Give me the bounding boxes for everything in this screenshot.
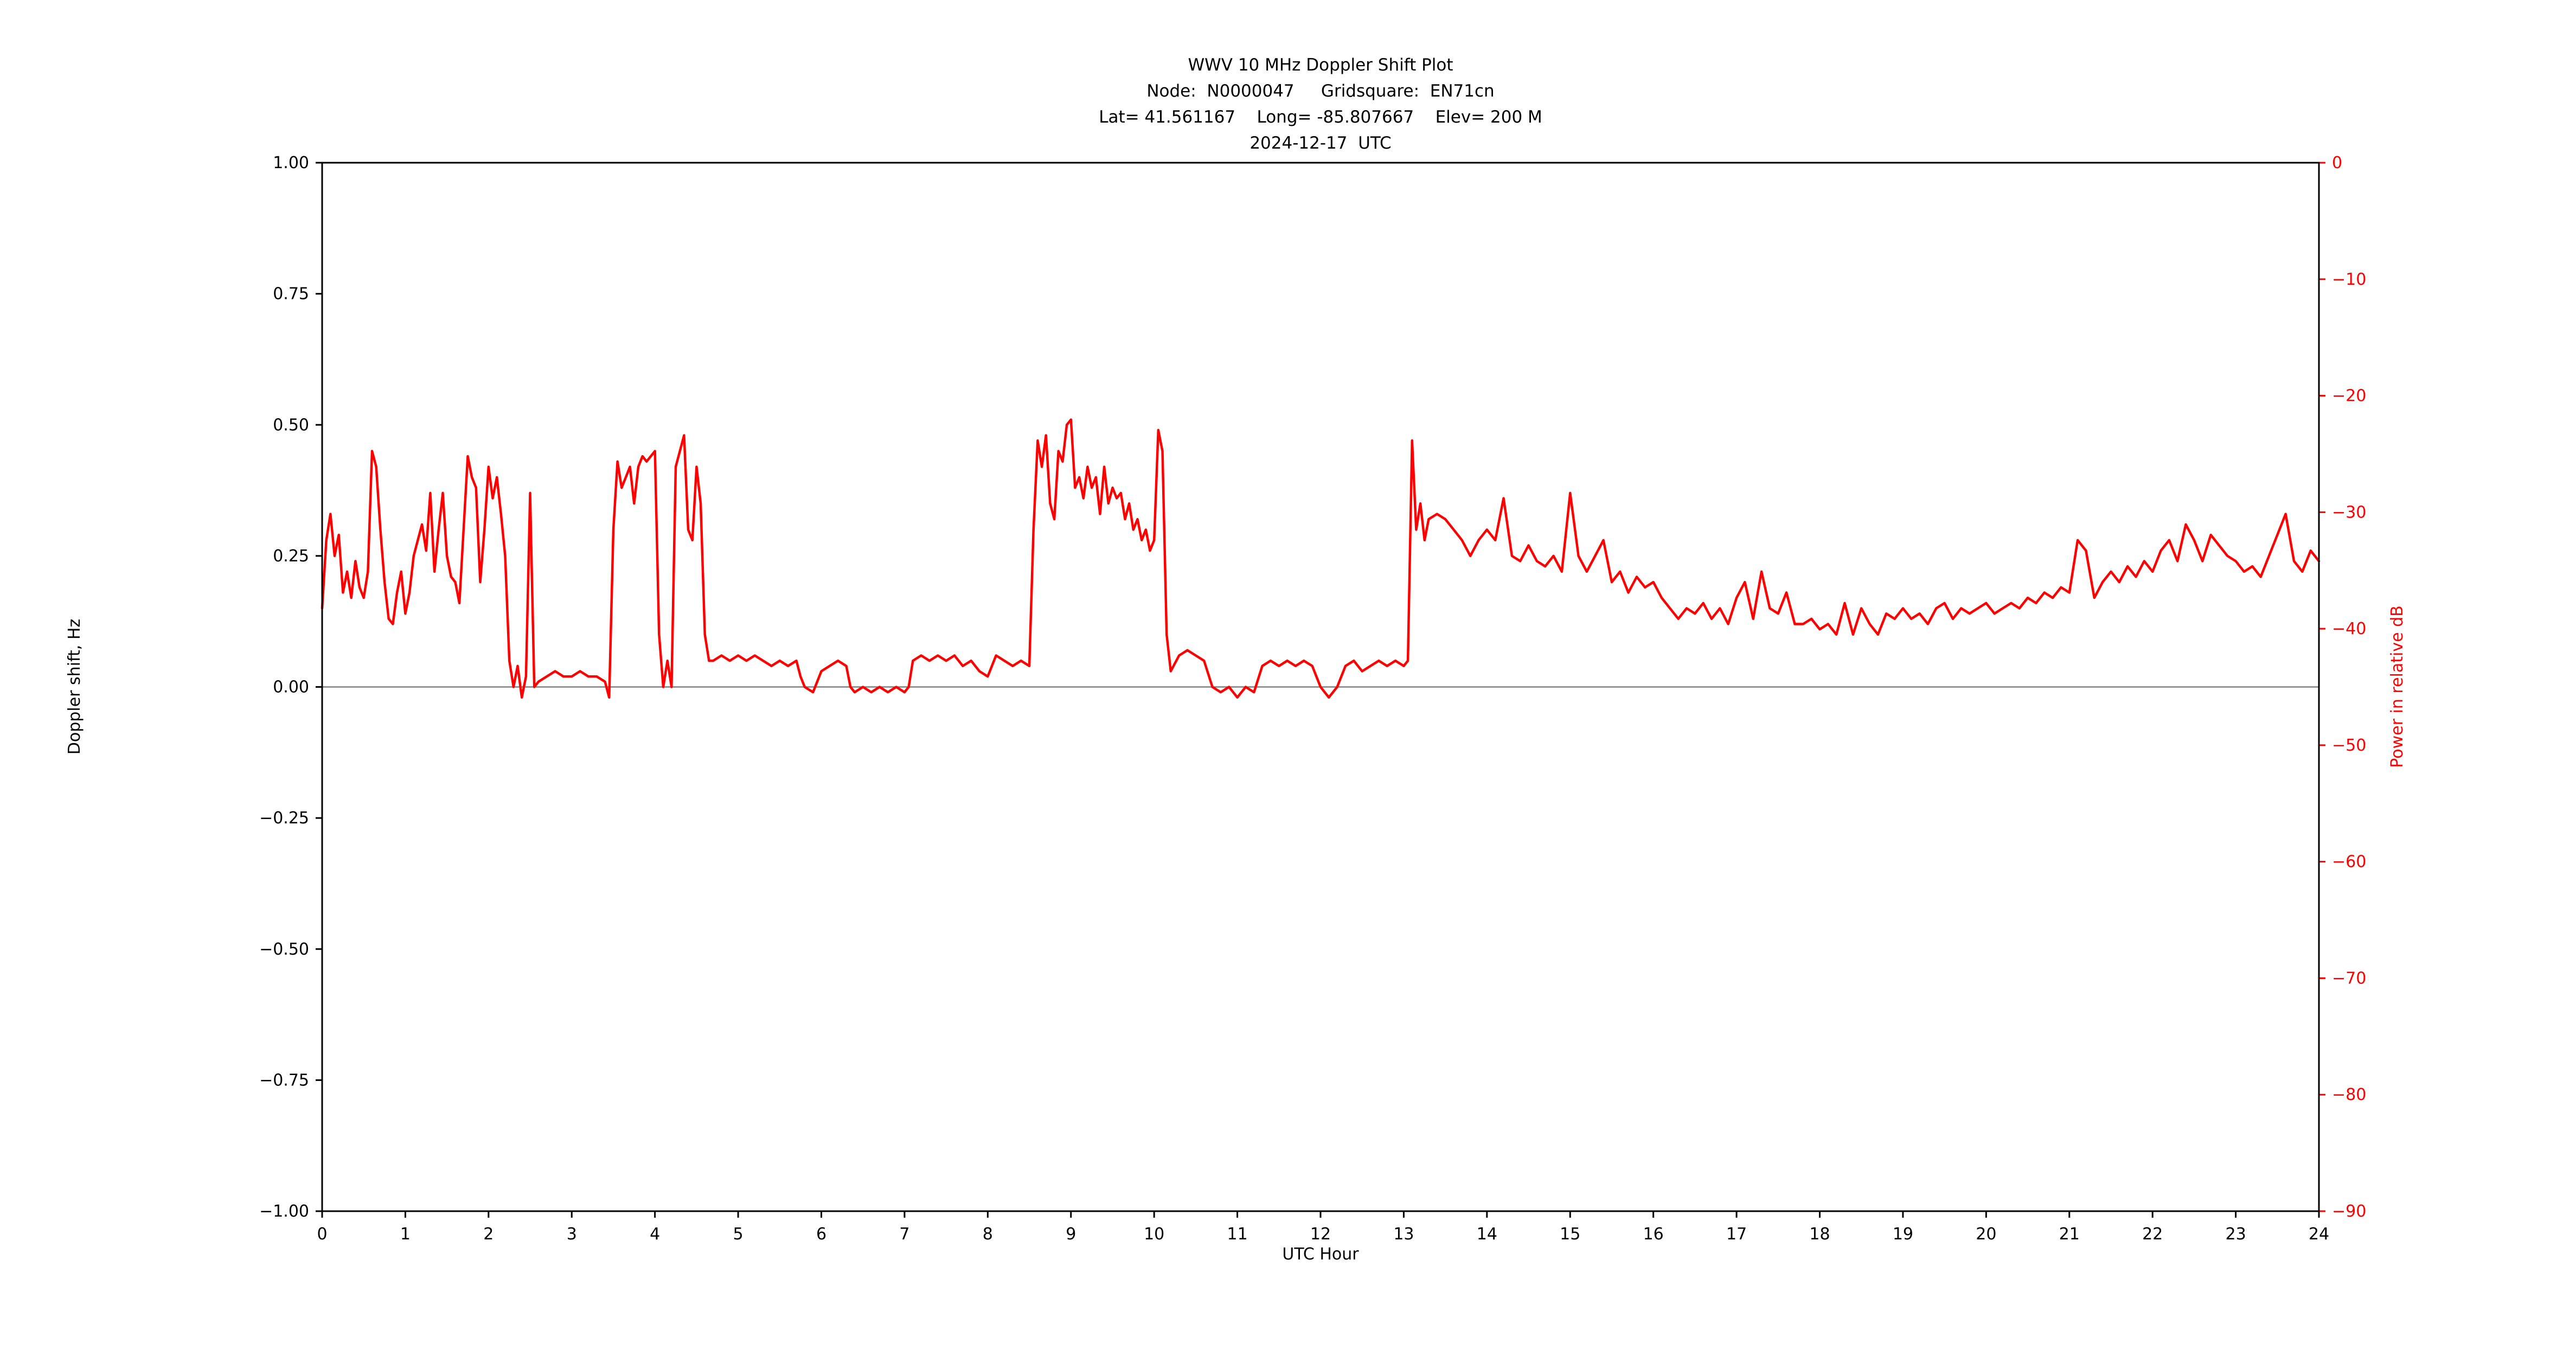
x-tick-label: 20 (1976, 1225, 1996, 1244)
y-left-tick-label: −0.25 (259, 809, 309, 828)
y-right-tick-label: −40 (2332, 619, 2366, 638)
y-right-tick-label: −70 (2332, 969, 2366, 988)
x-tick-label: 11 (1227, 1225, 1247, 1244)
chart-title-line-2: Node: N0000047 Gridsquare: EN71cn (1146, 81, 1494, 101)
x-tick-label: 22 (2142, 1225, 2163, 1244)
x-tick-label: 6 (816, 1225, 826, 1244)
y-right-tick-label: −30 (2332, 503, 2366, 522)
chart-title-line-1: WWV 10 MHz Doppler Shift Plot (1188, 55, 1453, 75)
y-axis-label-right: Power in relative dB (2388, 605, 2407, 767)
x-tick-label: 7 (899, 1225, 909, 1244)
x-tick-label: 16 (1643, 1225, 1664, 1244)
y-right-tick-label: −10 (2332, 270, 2366, 289)
x-tick-label: 18 (1809, 1225, 1830, 1244)
x-tick-label: 12 (1310, 1225, 1331, 1244)
y-left-tick-label: −0.75 (259, 1071, 309, 1090)
y-right-tick-label: −90 (2332, 1202, 2366, 1221)
x-tick-label: 13 (1393, 1225, 1414, 1244)
y-right-tick-label: −50 (2332, 736, 2366, 755)
chart-layer: 0 1 2 3 4 5 6 7 8 9 10 11 12 13 14 15 16 17 18 19 20 21 22 23 24… (259, 153, 2366, 1244)
x-tick-label: 9 (1066, 1225, 1076, 1244)
x-tick-label: 5 (733, 1225, 744, 1244)
x-tick-label: 21 (2059, 1225, 2080, 1244)
y-left-tick-label: 0.00 (273, 678, 309, 697)
x-tick-label: 2 (483, 1225, 494, 1244)
x-tick-label: 24 (2309, 1225, 2329, 1244)
x-tick-label: 1 (400, 1225, 411, 1244)
x-tick-label: 19 (1893, 1225, 1913, 1244)
x-tick-label: 14 (1477, 1225, 1497, 1244)
x-axis-label: UTC Hour (1282, 1245, 1359, 1264)
y-left-tick-label: 1.00 (273, 153, 309, 172)
axes-frame (321, 162, 2320, 1212)
doppler-shift-trace (321, 418, 2321, 699)
y-right-tick-label: −60 (2332, 853, 2366, 872)
x-tick-label: 23 (2225, 1225, 2246, 1244)
y-right-tick-label: 0 (2332, 153, 2342, 172)
y-left-tick-label: 0.25 (273, 547, 309, 566)
y-left-tick-label: 0.75 (273, 285, 309, 304)
x-tick-label: 0 (317, 1225, 327, 1244)
y-axis-label-left: Doppler shift, Hz (65, 619, 84, 754)
chart-title-line-4: 2024-12-17 UTC (1249, 133, 1391, 153)
chart-title-line-3: Lat= 41.561167 Long= -85.807667 Elev= 20… (1099, 107, 1542, 127)
x-tick-label: 15 (1560, 1225, 1580, 1244)
x-tick-label: 17 (1726, 1225, 1747, 1244)
y-left-tick-label: −0.50 (259, 940, 309, 959)
x-tick-label: 4 (650, 1225, 660, 1244)
y-right-tick-label: −20 (2332, 387, 2366, 406)
x-tick-label: 8 (983, 1225, 993, 1244)
y-left-tick-label: 0.50 (273, 415, 309, 434)
y-right-tick-label: −80 (2332, 1085, 2366, 1104)
x-tick-label: 3 (567, 1225, 577, 1244)
x-tick-label: 10 (1144, 1225, 1164, 1244)
y-left-tick-label: −1.00 (259, 1202, 309, 1221)
